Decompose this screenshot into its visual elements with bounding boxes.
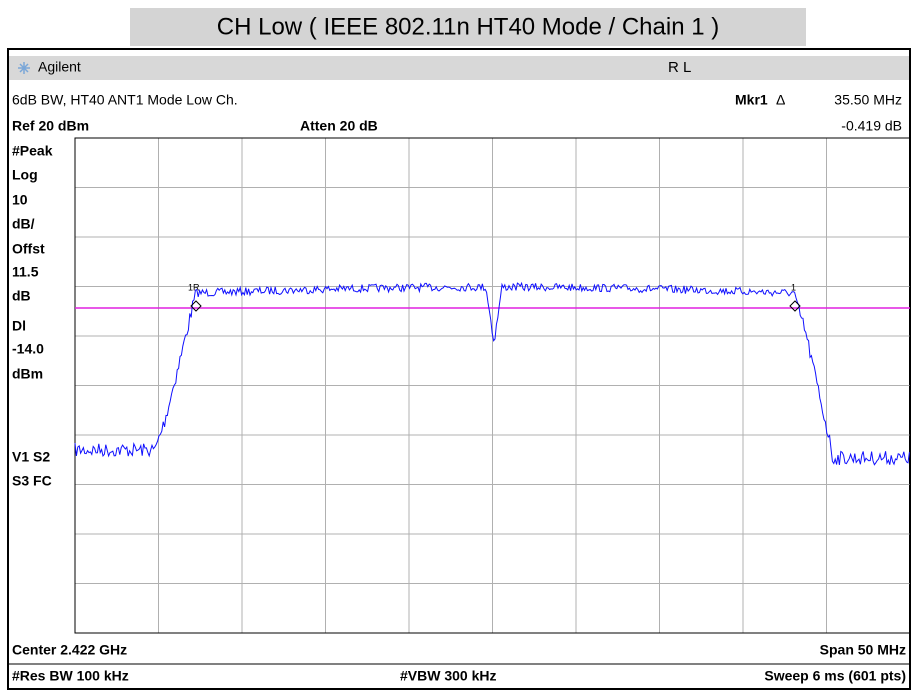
plot-border [74, 137, 911, 634]
frame [7, 48, 911, 690]
vbw: #VBW 300 kHz [400, 668, 496, 684]
marker-diamond [190, 300, 202, 312]
left-label: 11.5 [12, 264, 39, 280]
left-label: Log [12, 167, 38, 183]
marker-diamond [789, 300, 801, 312]
description: 6dB BW, HT40 ANT1 Mode Low Ch. [12, 92, 238, 108]
logo [18, 62, 30, 74]
left-label: dBm [12, 366, 43, 382]
sweep: Sweep 6 ms (601 pts) [764, 668, 906, 684]
trace [74, 281, 910, 466]
left-label: #Peak [12, 143, 53, 159]
marker-tag: 1R [188, 282, 200, 292]
graticule [75, 138, 910, 633]
title: CH Low ( IEEE 802.11n HT40 Mode / Chain … [217, 13, 719, 40]
left-label: 10 [12, 192, 28, 208]
title-box [130, 8, 806, 46]
rbw: #Res BW 100 kHz [12, 668, 129, 684]
left-label: Offst [12, 241, 45, 257]
span: Span 50 MHz [820, 642, 906, 658]
brand: Agilent [38, 59, 81, 75]
mode: R L [668, 59, 691, 76]
left-label: S3 FC [12, 473, 52, 489]
attenuation: Atten 20 dB [300, 118, 378, 134]
center-freq: Center 2.422 GHz [12, 642, 127, 658]
marker-freq: 35.50 MHz [834, 92, 902, 108]
marker-delta: Δ [776, 92, 785, 108]
marker-tag: 1 [791, 282, 796, 292]
brand-bar [9, 56, 909, 80]
marker-level: -0.419 dB [841, 118, 902, 134]
left-label: V1 S2 [12, 449, 50, 465]
left-label: -14.0 [12, 341, 44, 357]
ref-level: Ref 20 dBm [12, 118, 89, 134]
left-label: dB [12, 288, 31, 304]
left-label: Dl [12, 318, 26, 334]
marker-label: Mkr1 [735, 92, 768, 108]
left-labels: #Peak Log 10 dB/Offst 11.5 dB Dl -14.0 dBm V1 S2 S… [12, 143, 53, 489]
left-label: dB/ [12, 216, 35, 232]
